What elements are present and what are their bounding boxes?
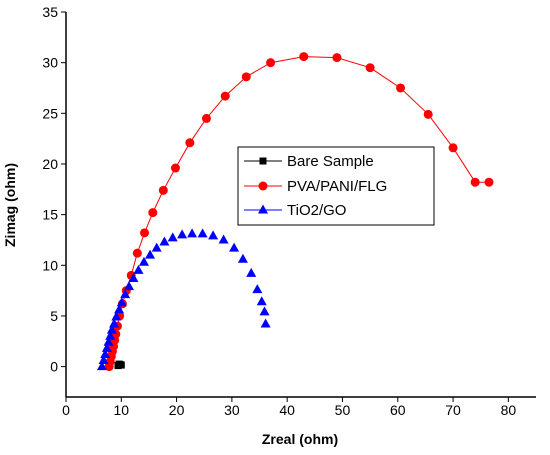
point-tio2-go [114, 304, 125, 314]
x-axis-title: Zreal (ohm) [262, 431, 338, 447]
point-tio2-go [98, 355, 109, 365]
point-tio2-go [260, 318, 271, 328]
point-tio2-go [151, 242, 162, 252]
point-tio2-go [237, 253, 248, 263]
point-tio2-go [105, 330, 116, 340]
y-axis-title: Zimag (ohm) [2, 163, 18, 247]
axis-ticks: 0 10 20 30 40 50 60 70 80 0 5 10 15 20 25 30 35 [42, 4, 516, 418]
point-tio2-go [109, 318, 120, 328]
point-tio2-go [177, 229, 188, 239]
point-tio2-go [111, 311, 122, 321]
legend-marker-tio2-go [258, 204, 268, 214]
x-tick-label-0: 0 [62, 402, 70, 418]
point-tio2-go [138, 256, 149, 266]
point-pva-pani-flg [448, 143, 458, 153]
point-pva-pani-flg [241, 72, 251, 82]
point-tio2-go [133, 264, 144, 274]
y-tick-label-10: 10 [42, 257, 58, 273]
point-pva-pani-flg [484, 177, 494, 187]
series-layer [96, 52, 494, 372]
legend-label-pva-pani-flg: PVA/PANI/FLG [287, 178, 387, 195]
x-tick-label-40: 40 [279, 402, 295, 418]
legend-label-bare-sample: Bare Sample [287, 153, 374, 170]
x-tick-label-50: 50 [335, 402, 351, 418]
point-tio2-go [145, 249, 156, 259]
point-pva-pani-flg [332, 53, 342, 63]
point-tio2-go [197, 228, 208, 238]
point-pva-pani-flg [158, 185, 168, 195]
point-pva-pani-flg [299, 52, 309, 62]
point-tio2-go [259, 306, 270, 316]
x-tick-label-80: 80 [501, 402, 517, 418]
legend-marker-pva-pani-flg [258, 181, 268, 191]
point-pva-pani-flg [365, 63, 375, 73]
point-tio2-go [100, 348, 111, 358]
point-tio2-go [159, 236, 170, 246]
point-tio2-go [229, 242, 240, 252]
legend: Bare Sample PVA/PANI/FLG TiO2/GO [237, 146, 435, 226]
y-tick-label-25: 25 [42, 105, 58, 121]
y-tick-label-30: 30 [42, 55, 58, 71]
point-pva-pani-flg [201, 113, 211, 123]
point-bare-sample [117, 361, 125, 369]
y-tick-label-5: 5 [50, 308, 58, 324]
point-pva-pani-flg [140, 228, 150, 238]
point-pva-pani-flg [266, 58, 276, 68]
point-pva-pani-flg [470, 177, 480, 187]
point-tio2-go [106, 324, 117, 334]
legend-label-tio2-go: TiO2/GO [287, 202, 346, 219]
point-pva-pani-flg [185, 138, 195, 148]
point-tio2-go [96, 361, 107, 371]
point-tio2-go [167, 232, 178, 242]
y-tick-label-35: 35 [42, 4, 58, 20]
point-tio2-go [208, 230, 219, 240]
x-tick-label-30: 30 [224, 402, 240, 418]
point-tio2-go [256, 296, 267, 306]
point-tio2-go [103, 336, 114, 346]
legend-marker-bare-sample [259, 157, 267, 165]
point-tio2-go [187, 228, 198, 238]
x-tick-label-10: 10 [114, 402, 130, 418]
x-tick-label-70: 70 [445, 402, 461, 418]
point-pva-pani-flg [220, 91, 230, 101]
point-pva-pani-flg [170, 163, 180, 173]
point-pva-pani-flg [132, 248, 142, 258]
point-pva-pani-flg [423, 109, 433, 119]
x-tick-label-20: 20 [169, 402, 185, 418]
y-tick-label-0: 0 [50, 359, 58, 375]
point-tio2-go [116, 297, 127, 307]
point-tio2-go [101, 342, 112, 352]
point-tio2-go [124, 281, 135, 291]
point-tio2-go [120, 289, 131, 299]
y-tick-label-15: 15 [42, 207, 58, 223]
point-tio2-go [128, 272, 139, 282]
point-tio2-go [218, 234, 229, 244]
point-tio2-go [252, 284, 263, 294]
x-tick-label-60: 60 [390, 402, 406, 418]
point-tio2-go [246, 267, 257, 277]
plot-area: 0 10 20 30 40 50 60 70 80 0 5 10 15 20 25 30 35 [42, 4, 536, 418]
point-pva-pani-flg [148, 208, 158, 218]
y-tick-label-20: 20 [42, 156, 58, 172]
point-pva-pani-flg [396, 83, 406, 93]
